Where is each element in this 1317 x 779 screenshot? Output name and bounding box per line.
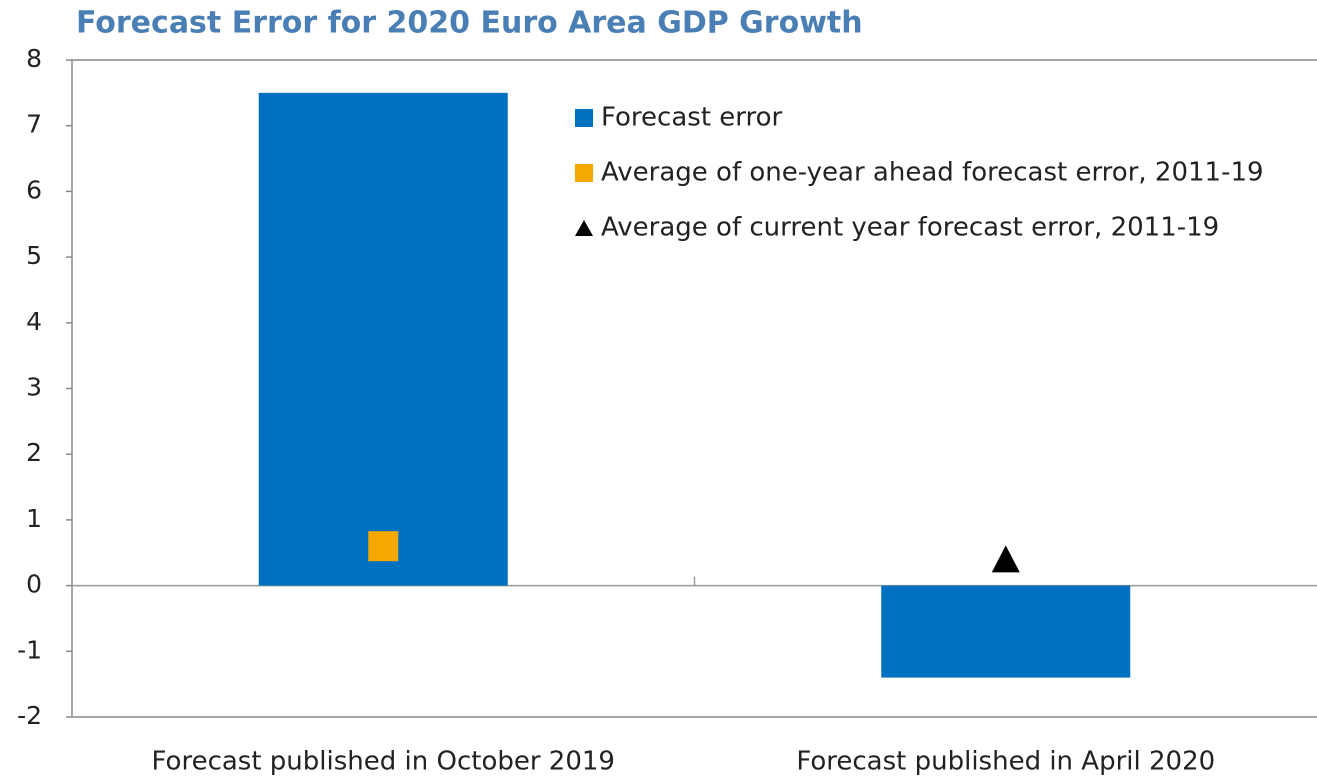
y-tick-label: -1 <box>17 635 42 664</box>
legend-swatch <box>575 109 593 127</box>
legend-swatch <box>575 164 593 182</box>
y-tick-label: 4 <box>26 307 42 336</box>
y-tick-label: -2 <box>17 701 42 730</box>
legend-label: Average of one-year ahead forecast error… <box>601 158 1264 188</box>
y-tick-label: 0 <box>26 570 42 599</box>
bar <box>258 92 508 586</box>
y-tick-label: 5 <box>26 241 42 270</box>
x-tick-label: Forecast published in October 2019 <box>152 747 615 777</box>
y-tick-label: 6 <box>26 175 42 204</box>
x-tick-label: Forecast published in April 2020 <box>796 747 1215 777</box>
y-tick-label: 1 <box>26 504 42 533</box>
y-tick-label: 8 <box>26 44 42 73</box>
marker-square <box>368 531 399 562</box>
marker-triangle <box>991 545 1020 573</box>
legend-swatch <box>575 220 593 236</box>
legend-label: Forecast error <box>601 103 783 133</box>
y-tick-label: 2 <box>26 438 42 467</box>
chart-title: Forecast Error for 2020 Euro Area GDP Gr… <box>76 6 863 41</box>
y-tick-label: 3 <box>26 373 42 402</box>
legend-label: Average of current year forecast error, … <box>601 213 1219 243</box>
y-tick-label: 7 <box>26 110 42 139</box>
bar <box>881 585 1131 678</box>
